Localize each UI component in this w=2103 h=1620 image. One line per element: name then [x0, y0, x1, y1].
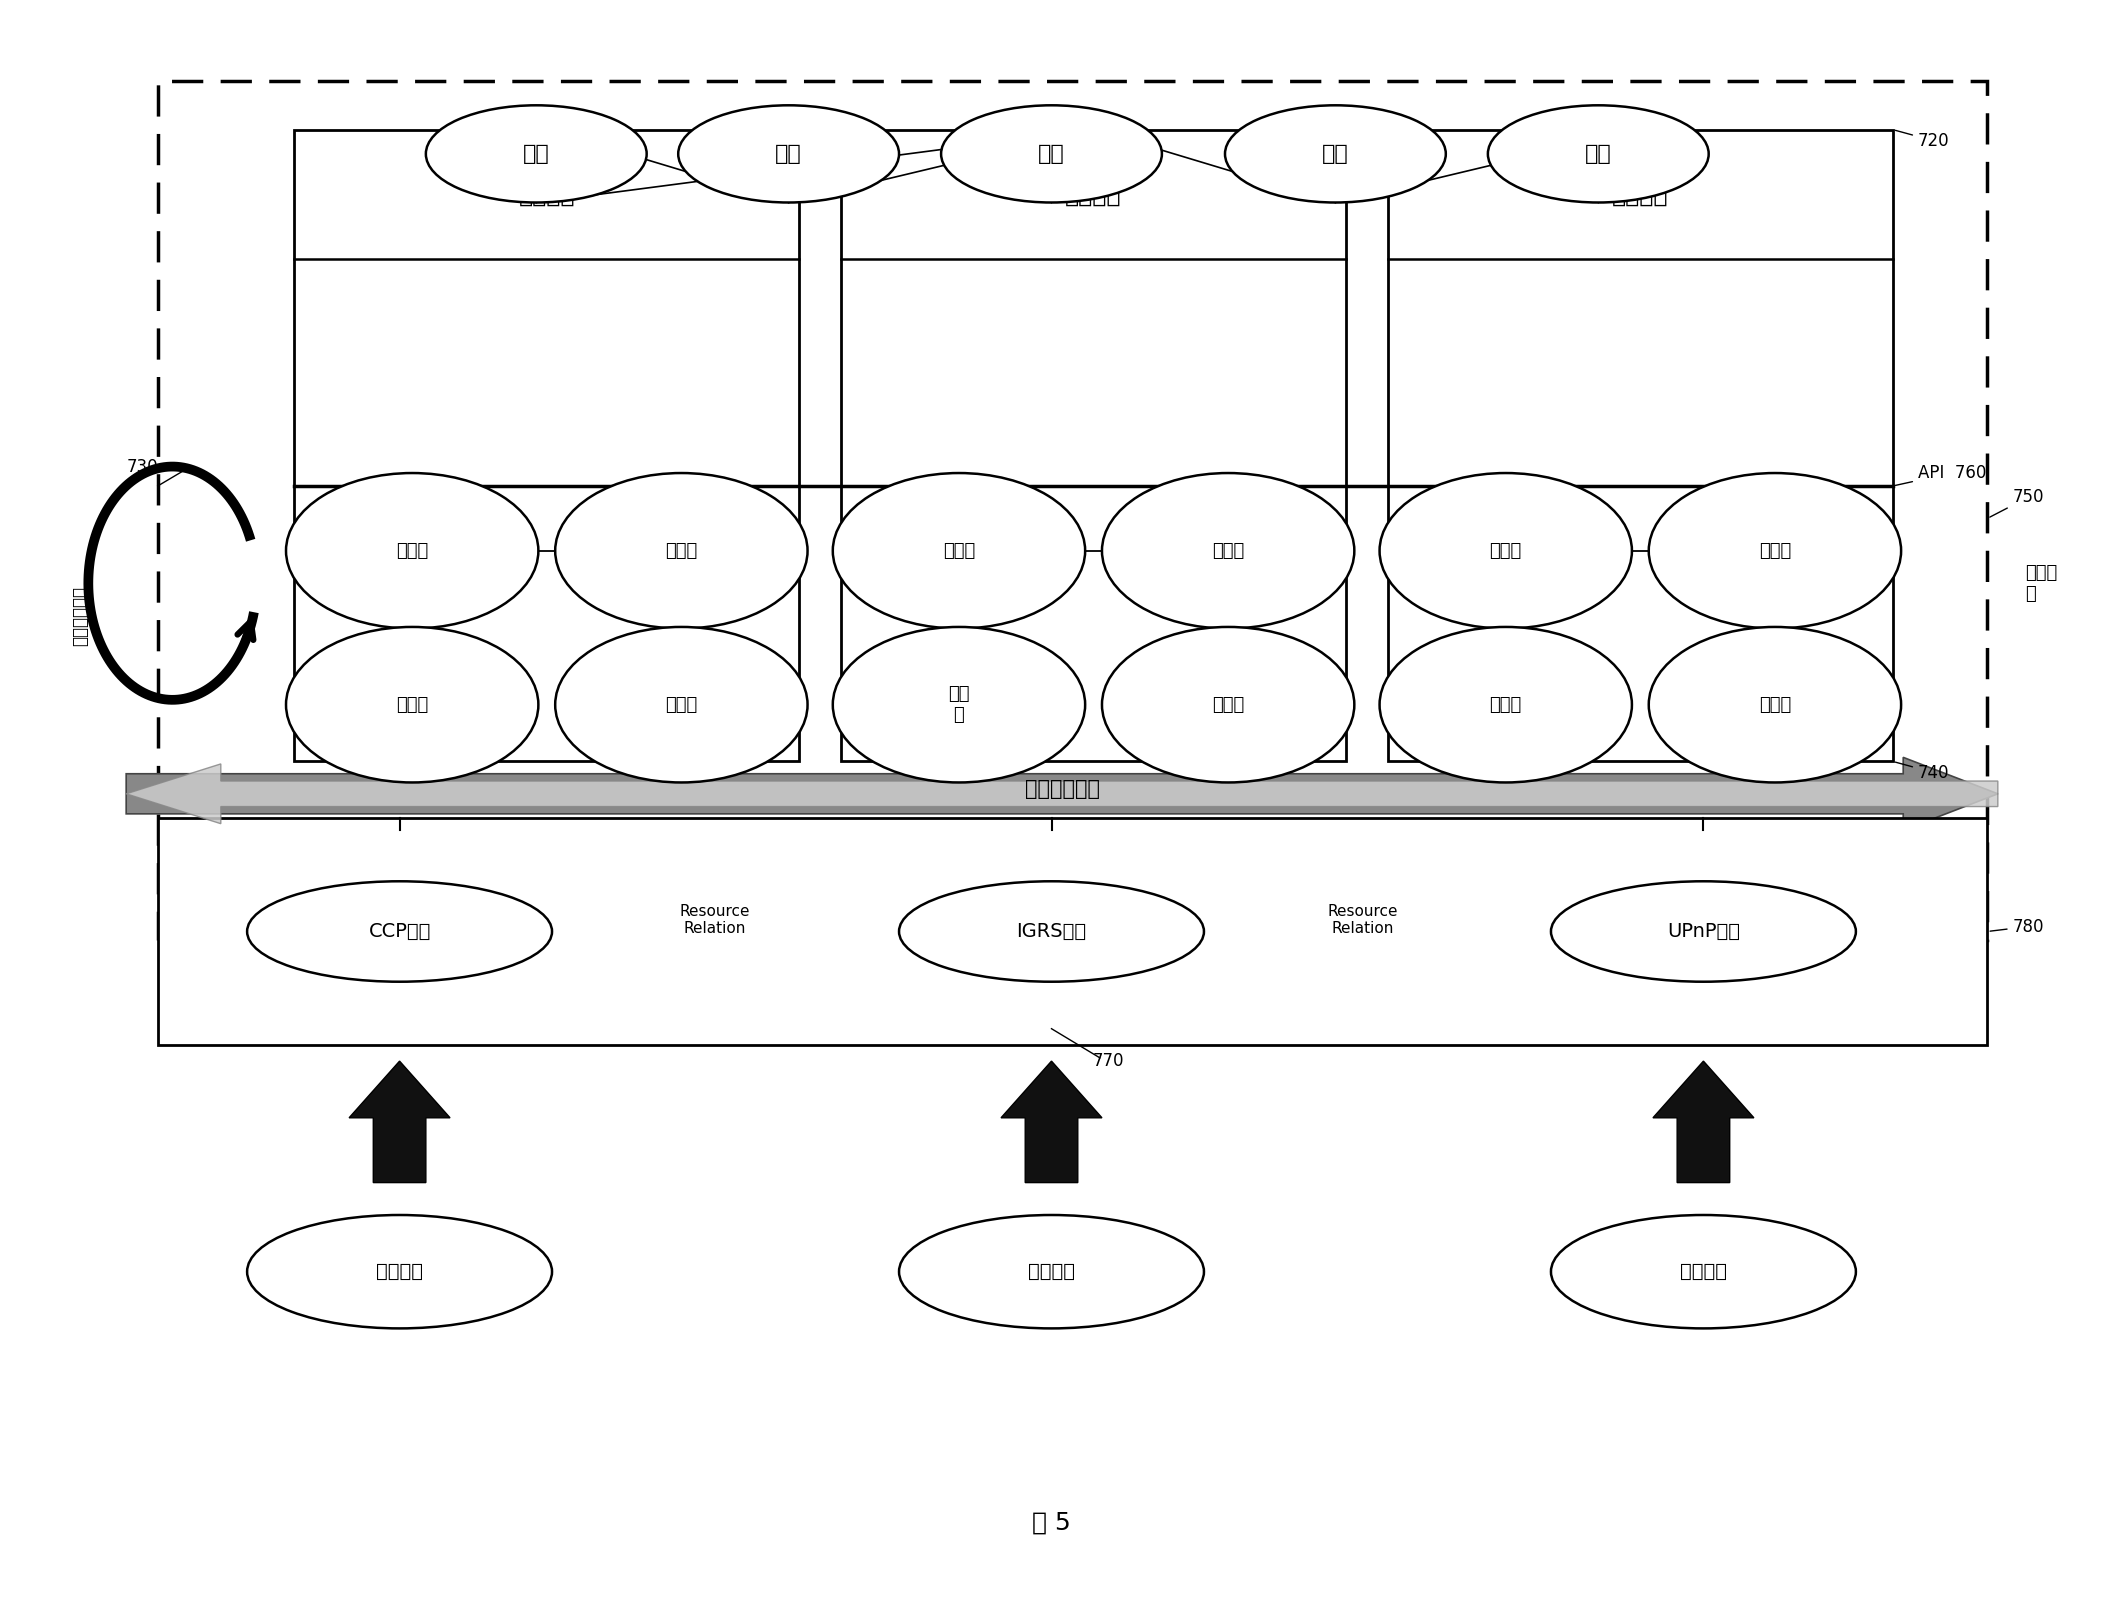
Text: 子服务: 子服务 — [395, 541, 429, 561]
Text: 用户: 用户 — [1039, 144, 1064, 164]
Ellipse shape — [1380, 473, 1632, 629]
Text: API  760: API 760 — [1895, 463, 1987, 486]
Text: 透明服务: 透明服务 — [1066, 183, 1121, 206]
Text: 子服务: 子服务 — [1489, 541, 1523, 561]
Text: 730: 730 — [126, 457, 158, 476]
Text: 图 5: 图 5 — [1033, 1511, 1070, 1534]
Text: UPnP协议: UPnP协议 — [1668, 922, 1739, 941]
Text: 子服务: 子服务 — [1211, 541, 1245, 561]
Bar — [294, 130, 799, 761]
Text: 用户: 用户 — [1586, 144, 1611, 164]
Ellipse shape — [1487, 105, 1708, 202]
Ellipse shape — [1649, 473, 1901, 629]
FancyArrow shape — [126, 758, 1998, 829]
Ellipse shape — [1102, 473, 1354, 629]
Ellipse shape — [833, 627, 1085, 782]
Text: 740: 740 — [1895, 761, 1949, 781]
Text: 服务空
间: 服务空 间 — [2025, 564, 2057, 603]
Bar — [158, 818, 1987, 1045]
Text: CCP协议: CCP协议 — [368, 922, 431, 941]
Text: 用户: 用户 — [1323, 144, 1348, 164]
Text: 透明服务: 透明服务 — [519, 183, 574, 206]
Text: 子服务: 子服务 — [395, 695, 429, 714]
Text: 子服务: 子服务 — [665, 695, 698, 714]
Ellipse shape — [246, 881, 551, 982]
Ellipse shape — [1649, 627, 1901, 782]
Ellipse shape — [900, 1215, 1203, 1328]
Text: 子服务: 子服务 — [942, 541, 976, 561]
FancyArrow shape — [349, 1061, 450, 1183]
Text: 信息交互总线: 信息交互总线 — [1024, 779, 1100, 799]
Text: 770: 770 — [1094, 1051, 1123, 1071]
Ellipse shape — [942, 105, 1163, 202]
Ellipse shape — [555, 627, 808, 782]
FancyArrow shape — [1001, 1061, 1102, 1183]
Text: 子服务: 子服务 — [1211, 695, 1245, 714]
Text: 服务控制系统: 服务控制系统 — [72, 585, 88, 646]
Ellipse shape — [1552, 1215, 1857, 1328]
Ellipse shape — [1380, 627, 1632, 782]
Ellipse shape — [1552, 881, 1857, 982]
Text: 透明服务: 透明服务 — [1613, 183, 1668, 206]
Text: 家庭网络: 家庭网络 — [376, 1262, 423, 1281]
Bar — [1388, 130, 1893, 761]
Ellipse shape — [833, 473, 1085, 629]
Bar — [841, 130, 1346, 761]
Ellipse shape — [246, 1215, 551, 1328]
Ellipse shape — [286, 627, 538, 782]
Ellipse shape — [1224, 105, 1447, 202]
Text: 用户: 用户 — [524, 144, 549, 164]
Ellipse shape — [555, 473, 808, 629]
Ellipse shape — [425, 105, 648, 202]
Text: Resource
Relation: Resource Relation — [679, 904, 751, 936]
Text: 子服务: 子服务 — [1489, 695, 1523, 714]
Ellipse shape — [900, 881, 1203, 982]
Text: 用户: 用户 — [776, 144, 801, 164]
Ellipse shape — [1102, 627, 1354, 782]
Text: 子服
务: 子服 务 — [948, 685, 969, 724]
FancyArrow shape — [126, 765, 1998, 823]
Text: IGRS协议: IGRS协议 — [1016, 922, 1087, 941]
Text: Resource
Relation: Resource Relation — [1327, 904, 1398, 936]
Ellipse shape — [286, 473, 538, 629]
Bar — [158, 81, 1987, 940]
Text: 子服务: 子服务 — [665, 541, 698, 561]
Text: 720: 720 — [1895, 130, 1949, 149]
Text: 780: 780 — [1989, 917, 2044, 935]
Ellipse shape — [677, 105, 900, 202]
FancyArrow shape — [1653, 1061, 1754, 1183]
Text: 子服务: 子服务 — [1758, 541, 1792, 561]
Text: 子服务: 子服务 — [1758, 695, 1792, 714]
Text: 家庭网络: 家庭网络 — [1028, 1262, 1075, 1281]
Text: 750: 750 — [1989, 488, 2044, 517]
Text: 家庭网络: 家庭网络 — [1680, 1262, 1727, 1281]
